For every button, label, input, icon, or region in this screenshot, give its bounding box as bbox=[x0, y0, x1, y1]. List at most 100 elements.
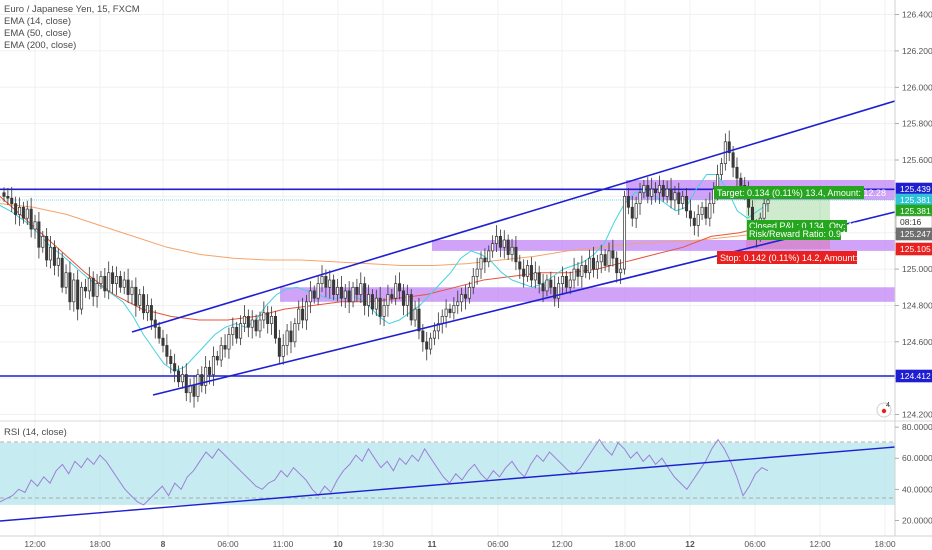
candle-body-131 bbox=[510, 246, 514, 255]
candle-body-49 bbox=[192, 385, 196, 397]
legend-ema50[interactable]: EMA (50, close) bbox=[4, 28, 72, 39]
candle-body-28 bbox=[111, 272, 115, 284]
candle-body-94 bbox=[367, 294, 371, 306]
candle-body-40 bbox=[157, 326, 161, 339]
candle-body-124 bbox=[483, 257, 487, 263]
candle-body-182 bbox=[708, 203, 712, 219]
candle-body-130 bbox=[506, 239, 510, 255]
time-tick-label-5: 10 bbox=[333, 539, 343, 549]
candle-body-81 bbox=[316, 283, 320, 299]
candle-body-87 bbox=[339, 286, 343, 299]
candle-body-172 bbox=[669, 188, 673, 201]
candle-body-12 bbox=[49, 246, 53, 261]
candle-body-163 bbox=[634, 203, 638, 219]
candle-body-156 bbox=[607, 250, 611, 266]
candle-body-39 bbox=[153, 319, 157, 328]
alert-badge-count: 4 bbox=[886, 402, 890, 409]
candle-body-155 bbox=[603, 254, 607, 266]
time-tick-label-3: 06:00 bbox=[217, 539, 239, 549]
time-tick-label-12: 06:00 bbox=[744, 539, 766, 549]
candle-body-9 bbox=[37, 221, 41, 248]
rsi-tick-label-0: 80.0000 bbox=[902, 422, 932, 432]
channel-lower bbox=[152, 211, 896, 396]
candle-body-16 bbox=[64, 272, 68, 288]
candle-body-32 bbox=[126, 279, 130, 295]
candle-body-64 bbox=[250, 319, 254, 328]
zone-1 bbox=[432, 240, 895, 251]
trend-channel[interactable] bbox=[131, 100, 896, 396]
legend-rsi[interactable]: RSI (14, close) bbox=[4, 427, 67, 438]
candle-body-150 bbox=[584, 265, 588, 274]
candle-body-100 bbox=[390, 294, 394, 299]
candle-body-168 bbox=[654, 188, 658, 194]
price-tag-text-current_green: 125.381 bbox=[900, 206, 931, 216]
candle-body-41 bbox=[161, 337, 165, 346]
price-tag-bg-entry bbox=[895, 227, 932, 241]
candle-body-117 bbox=[456, 301, 460, 306]
legend-ema14[interactable]: EMA (14, close) bbox=[4, 16, 72, 27]
target-label-group[interactable]: Target: 0.134 (0.11%) 13.4, Amount: 12.2… bbox=[714, 186, 886, 199]
candle-body-126 bbox=[491, 243, 495, 252]
rsi-trendline[interactable] bbox=[0, 446, 896, 522]
candle-body-70 bbox=[273, 316, 277, 339]
candle-body-166 bbox=[646, 185, 650, 197]
candle-body-140 bbox=[545, 279, 549, 292]
time-tick-label-1: 18:00 bbox=[89, 539, 111, 549]
candle-body-174 bbox=[677, 192, 681, 204]
candle-body-101 bbox=[394, 283, 398, 299]
closed-pnl-label: Closed P&L: 0.134, Qty: 17 bbox=[749, 221, 858, 231]
candle-body-175 bbox=[681, 196, 685, 204]
candle-body-123 bbox=[479, 257, 483, 270]
candle-body-105 bbox=[409, 294, 413, 321]
price-tag-text-timer: 08:16 bbox=[900, 217, 922, 227]
candle-body-197 bbox=[766, 199, 770, 204]
candle-body-118 bbox=[460, 294, 464, 303]
candle-body-125 bbox=[487, 250, 491, 263]
candle-body-37 bbox=[145, 305, 150, 314]
candle-body-122 bbox=[475, 268, 479, 277]
candle-body-142 bbox=[553, 286, 557, 299]
candle-body-69 bbox=[270, 316, 274, 324]
candle-body-62 bbox=[242, 316, 246, 324]
candle-body-107 bbox=[417, 308, 421, 332]
candle-body-136 bbox=[529, 265, 533, 281]
candle-body-153 bbox=[595, 261, 599, 270]
time-axis[interactable]: 12:00 18:00 8 06:00 11:00 10 19:30 11 06:00 12:00… bbox=[24, 539, 896, 549]
rsi-tick-label-3: 20.0000 bbox=[902, 515, 932, 525]
alert-badge-dot bbox=[881, 408, 887, 414]
candle-body-33 bbox=[130, 286, 134, 295]
candle-body-113 bbox=[440, 316, 444, 324]
candle-body-53 bbox=[208, 366, 212, 375]
candle-body-185 bbox=[719, 163, 723, 175]
candle-body-4 bbox=[17, 206, 22, 215]
legend-ema200[interactable]: EMA (200, close) bbox=[4, 40, 77, 51]
legend-symbol[interactable]: Euro / Japanese Yen, 15, FXCM bbox=[4, 4, 140, 15]
candle-body-111 bbox=[432, 330, 436, 339]
candle-body-67 bbox=[262, 312, 266, 321]
candle-body-149 bbox=[580, 265, 584, 277]
candle-body-52 bbox=[204, 366, 208, 386]
rsi-axis[interactable]: 80.0000 60.0000 40.0000 20.0000 bbox=[895, 422, 932, 525]
candle-body-176 bbox=[685, 196, 689, 212]
price-tick-label-7: 125.000 bbox=[902, 264, 932, 274]
candle-body-22 bbox=[87, 277, 91, 292]
price-tick-label-3: 125.800 bbox=[902, 119, 932, 129]
closed-pnl-group[interactable]: Closed P&L: 0.134, Qty: 17 Risk/Reward R… bbox=[747, 220, 858, 240]
candle-body-146 bbox=[568, 279, 572, 288]
candle-body-30 bbox=[118, 276, 122, 288]
price-tag-stop: 125.105 bbox=[895, 242, 932, 256]
candle-body-3 bbox=[14, 203, 18, 215]
candle-body-71 bbox=[277, 337, 281, 357]
candle-body-108 bbox=[421, 330, 425, 343]
price-tag-timer: 08:16 bbox=[895, 215, 932, 229]
stop-label-group[interactable]: Stop: 0.142 (0.11%) 14.2, Amount: 7.59 bbox=[717, 251, 877, 264]
candle-body-171 bbox=[665, 188, 669, 197]
candle-body-121 bbox=[471, 276, 475, 288]
candle-body-54 bbox=[211, 356, 215, 375]
candle-body-74 bbox=[289, 330, 293, 343]
candle-body-129 bbox=[502, 239, 506, 248]
candle-body-181 bbox=[704, 206, 708, 219]
candle-body-13 bbox=[52, 246, 56, 266]
candle-body-178 bbox=[692, 217, 696, 226]
candle-body-66 bbox=[258, 319, 262, 332]
